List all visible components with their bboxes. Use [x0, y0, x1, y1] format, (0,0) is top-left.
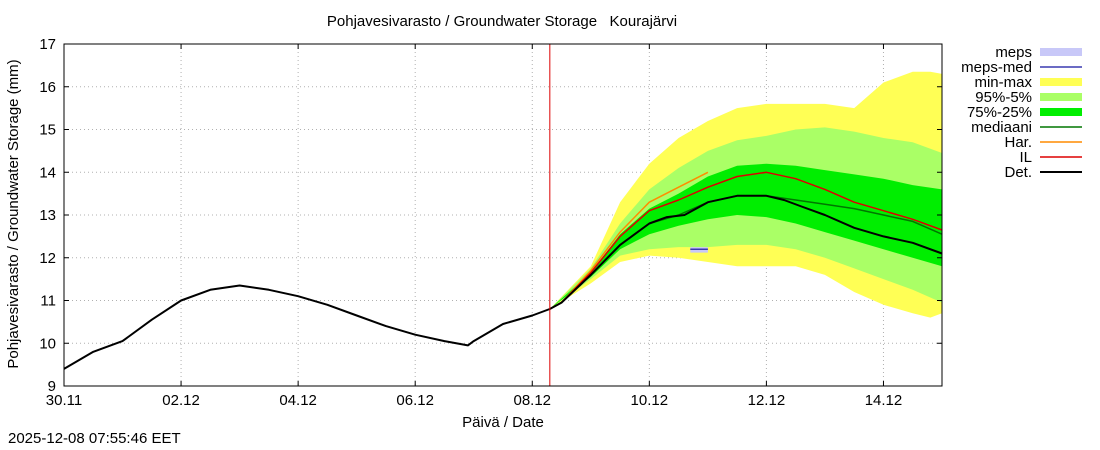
x-tick-label-4: 08.12 — [513, 392, 551, 409]
y-axis-label: Pohjavesivarasto / Groundwater Storage (… — [5, 59, 22, 368]
x-axis-label: Päivä / Date — [462, 414, 544, 431]
legend-label-mediaani: mediaani — [971, 119, 1032, 136]
legend-label-75-25-: 75%-25% — [967, 104, 1032, 121]
legend-swatch-95-5- — [1040, 93, 1082, 101]
timestamp: 2025-12-08 07:55:46 EET — [8, 430, 181, 447]
y-tick-label-3: 12 — [39, 250, 56, 267]
plot-area: 9 10 11 12 13 14 15 16 17 30.11 02.12 04.12 06.12 08.… — [39, 36, 943, 409]
series-line-il — [549, 171, 943, 310]
y-tick-label-5: 14 — [39, 164, 56, 181]
chart-title: Pohjavesivarasto / Groundwater Storage K… — [327, 13, 677, 30]
legend-label-min-max: min-max — [974, 74, 1032, 91]
legend-label-il: IL — [1019, 149, 1032, 166]
x-tick-label-0: 30.11 — [46, 392, 82, 409]
y-tick-label-8: 17 — [39, 36, 56, 53]
x-tick-label-6: 12.12 — [748, 392, 786, 409]
legend-swatch-meps — [1040, 48, 1082, 56]
y-tick-label-0: 9 — [48, 378, 56, 395]
legend-label-det-: Det. — [1004, 164, 1032, 181]
series-line-det- — [63, 194, 943, 370]
y-tick-label-6: 15 — [39, 122, 56, 139]
legend: mepsmeps-medmin-max95%-5%75%-25%mediaani… — [961, 44, 1082, 181]
legend-label-95-5-: 95%-5% — [975, 89, 1032, 106]
x-tick-label-2: 04.12 — [279, 392, 317, 409]
y-tick-label-4: 13 — [39, 207, 56, 224]
legend-label-har-: Har. — [1004, 134, 1032, 151]
x-tick-label-3: 06.12 — [396, 392, 434, 409]
band-95-5- — [549, 127, 942, 310]
band-75-25- — [549, 163, 942, 309]
x-tick-label-1: 02.12 — [162, 392, 200, 409]
legend-swatch-75-25- — [1040, 108, 1082, 116]
x-tick-label-5: 10.12 — [631, 392, 669, 409]
legend-label-meps-med: meps-med — [961, 59, 1032, 76]
y-tick-label-1: 10 — [39, 335, 56, 352]
y-tick-label-2: 11 — [40, 293, 56, 310]
x-tick-label-7: 14.12 — [865, 392, 903, 409]
legend-label-meps: meps — [995, 44, 1032, 61]
y-tick-label-7: 16 — [39, 79, 56, 96]
legend-swatch-min-max — [1040, 78, 1082, 86]
